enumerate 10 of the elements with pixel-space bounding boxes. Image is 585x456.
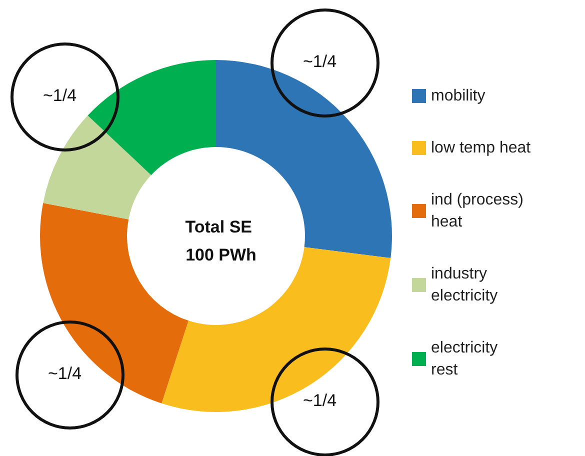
text: ~1/4 [303, 52, 337, 71]
legend-label: mobility [431, 88, 486, 104]
text: Total SE 100 PWh [185, 218, 257, 264]
legend-label: low temp heat [431, 140, 532, 156]
legend-label: ind (process) heat [431, 192, 528, 230]
legend-label: electricity rest [431, 340, 502, 378]
text: ~1/4 [303, 391, 337, 410]
legend-label: industry electricity [431, 266, 498, 304]
text: ~1/4 [48, 364, 82, 383]
text: ~1/4 [43, 86, 77, 105]
